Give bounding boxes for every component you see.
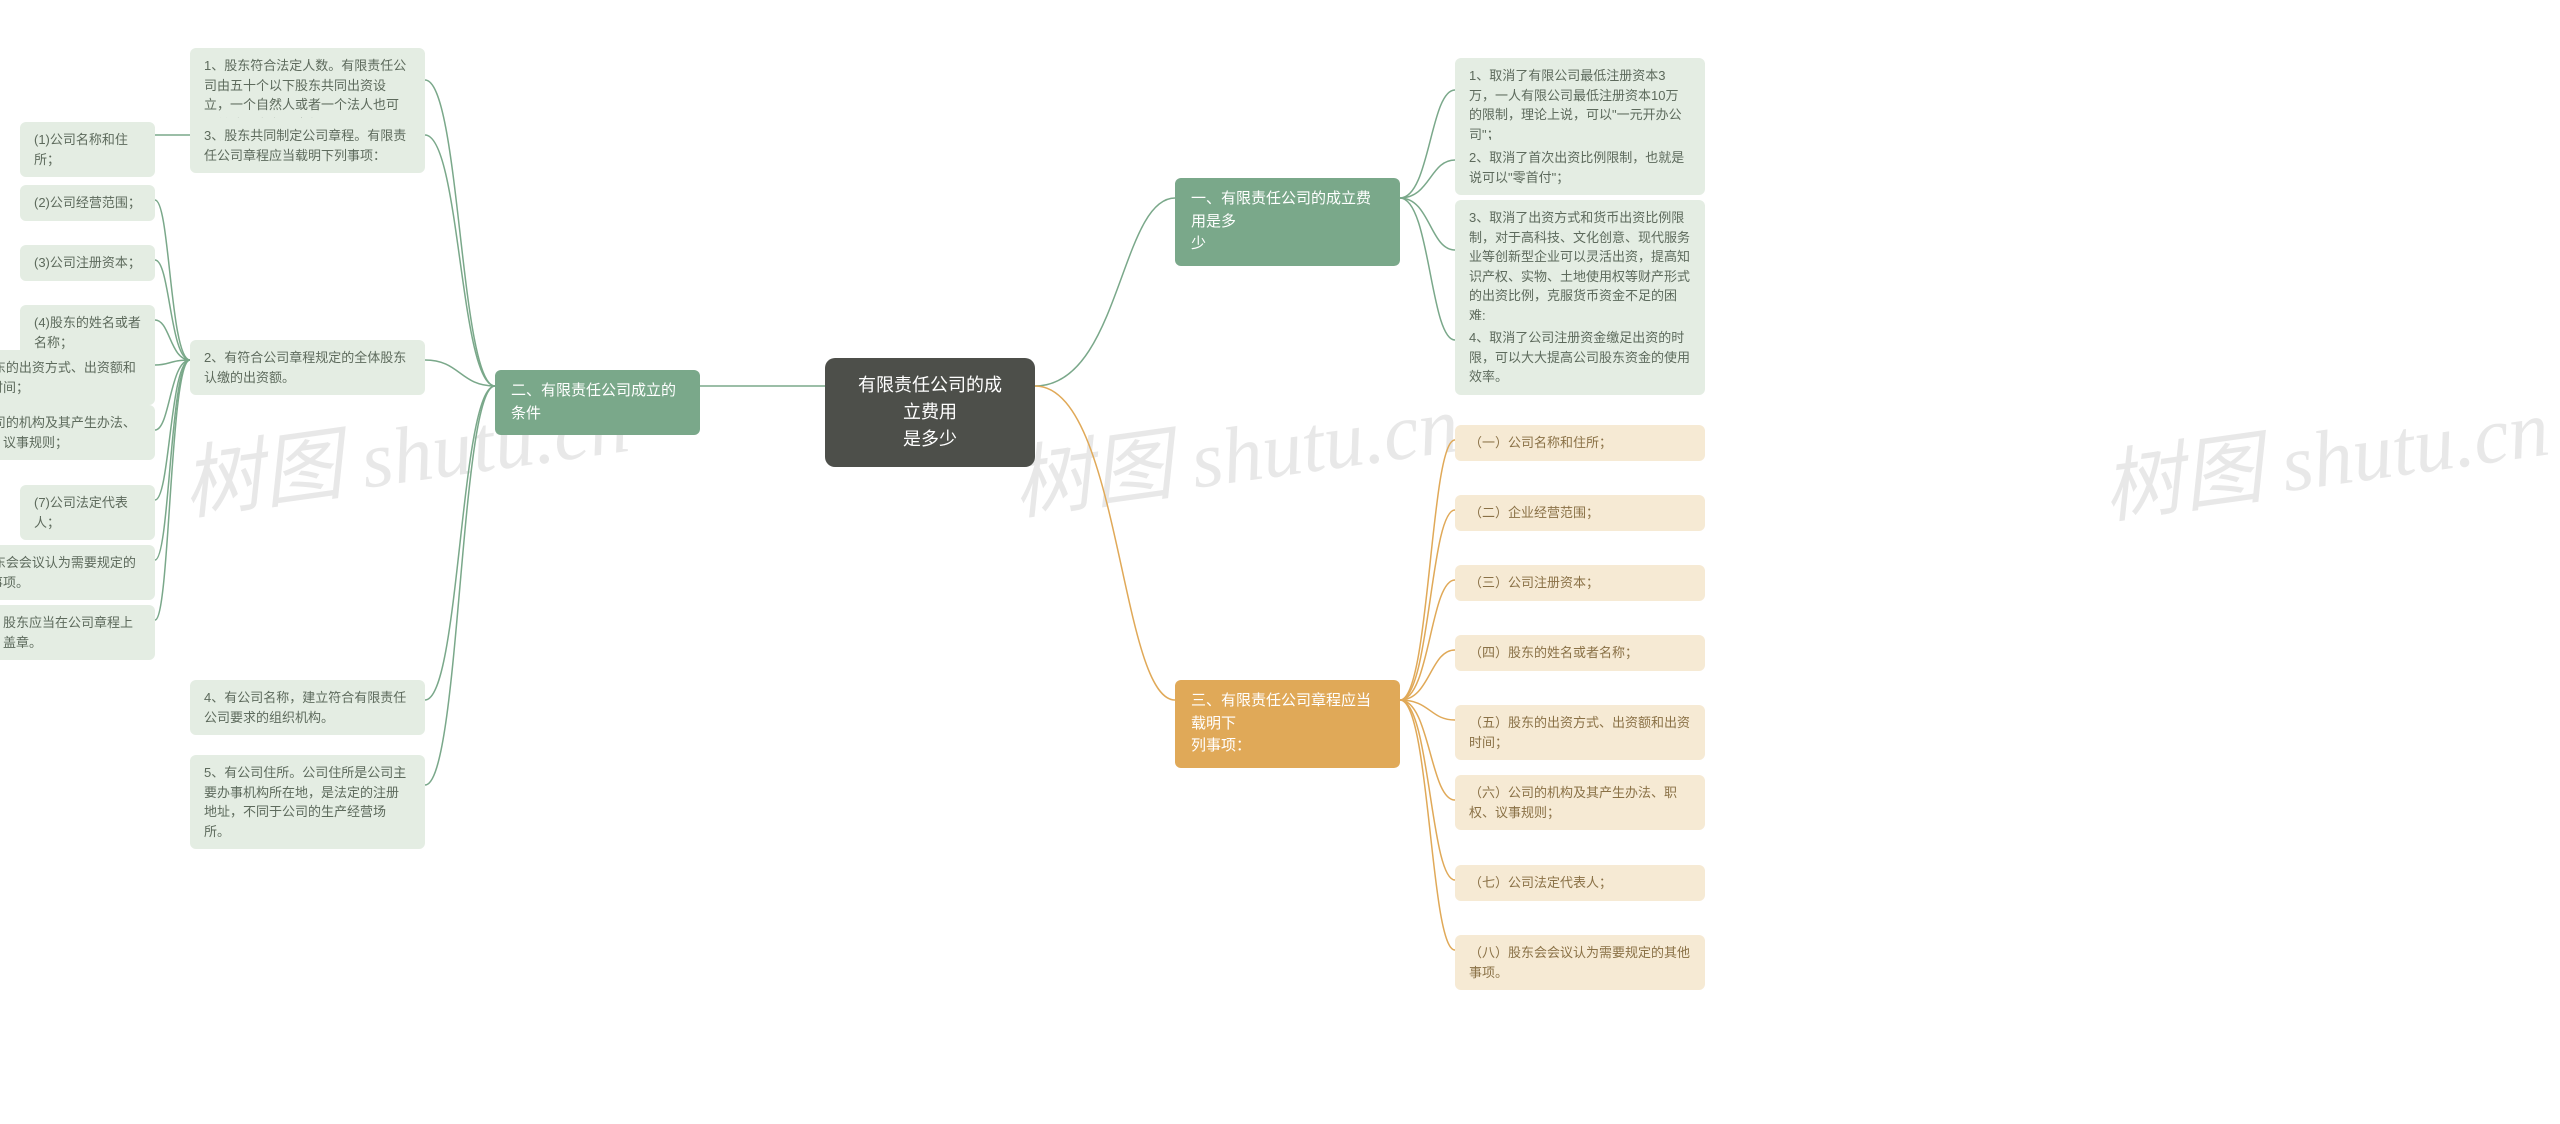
- branch-2-item-3[interactable]: 3、股东共同制定公司章程。有限责任公司章程应当载明下列事项：: [190, 118, 425, 173]
- root-title-l1: 有限责任公司的成立费用: [851, 372, 1009, 426]
- watermark: 树图 shutu.cn: [2094, 356, 2560, 540]
- branch-2[interactable]: 二、有限责任公司成立的条件: [495, 370, 700, 435]
- branch-3-item[interactable]: （五）股东的出资方式、出资额和出资时间；: [1455, 705, 1705, 760]
- branch-2-sub[interactable]: (8)股东会会议认为需要规定的其他事项。: [0, 545, 155, 600]
- branch-3-item[interactable]: （四）股东的姓名或者名称；: [1455, 635, 1705, 671]
- root-title-l2: 是多少: [851, 426, 1009, 453]
- branch-2-sub[interactable]: 此外，股东应当在公司章程上签名、盖章。: [0, 605, 155, 660]
- branch-3-item[interactable]: （一）公司名称和住所；: [1455, 425, 1705, 461]
- branch-3-item[interactable]: （三）公司注册资本；: [1455, 565, 1705, 601]
- mindmap-canvas: 树图 shutu.cn 树图 shutu.cn 树图 shutu.cn: [0, 0, 2560, 1124]
- branch-2-sub[interactable]: (5)股东的出资方式、出资额和出资时间；: [0, 350, 155, 405]
- branch-2-sub[interactable]: (1)公司名称和住所；: [20, 122, 155, 177]
- branch-3-label-l2: 列事项：: [1191, 735, 1384, 758]
- branch-3-item[interactable]: （二）企业经营范围；: [1455, 495, 1705, 531]
- branch-2-sub[interactable]: (7)公司法定代表人；: [20, 485, 155, 540]
- watermark: 树图 shutu.cn: [1004, 359, 1465, 536]
- branch-3[interactable]: 三、有限责任公司章程应当载明下 列事项：: [1175, 680, 1400, 768]
- branch-2-item[interactable]: 5、有公司住所。公司住所是公司主要办事机构所在地，是法定的注册地址，不同于公司的…: [190, 755, 425, 849]
- branch-3-label-l1: 三、有限责任公司章程应当载明下: [1191, 690, 1384, 735]
- branch-1-item[interactable]: 2、取消了首次出资比例限制，也就是说可以"零首付"；: [1455, 140, 1705, 195]
- branch-3-item[interactable]: （七）公司法定代表人；: [1455, 865, 1705, 901]
- root-node[interactable]: 有限责任公司的成立费用 是多少: [825, 358, 1035, 467]
- branch-2-item[interactable]: 2、有符合公司章程规定的全体股东认缴的出资额。: [190, 340, 425, 395]
- branch-1-item[interactable]: 3、取消了出资方式和货币出资比例限制，对于高科技、文化创意、现代服务业等创新型企…: [1455, 200, 1705, 333]
- branch-1-item[interactable]: 1、取消了有限公司最低注册资本3万，一人有限公司最低注册资本10万的限制，理论上…: [1455, 58, 1705, 152]
- branch-2-sub[interactable]: (2)公司经营范围；: [20, 185, 155, 221]
- branch-1-label-l2: 少: [1191, 233, 1384, 256]
- branch-1[interactable]: 一、有限责任公司的成立费用是多 少: [1175, 178, 1400, 266]
- branch-2-sub[interactable]: (3)公司注册资本；: [20, 245, 155, 281]
- branch-3-item[interactable]: （八）股东会会议认为需要规定的其他事项。: [1455, 935, 1705, 990]
- branch-1-item[interactable]: 4、取消了公司注册资金缴足出资的时限，可以大大提高公司股东资金的使用效率。: [1455, 320, 1705, 395]
- branch-1-label-l1: 一、有限责任公司的成立费用是多: [1191, 188, 1384, 233]
- branch-2-item[interactable]: 4、有公司名称，建立符合有限责任公司要求的组织机构。: [190, 680, 425, 735]
- branch-3-item[interactable]: （六）公司的机构及其产生办法、职权、议事规则；: [1455, 775, 1705, 830]
- branch-2-sub[interactable]: (6)公司的机构及其产生办法、职权、议事规则；: [0, 405, 155, 460]
